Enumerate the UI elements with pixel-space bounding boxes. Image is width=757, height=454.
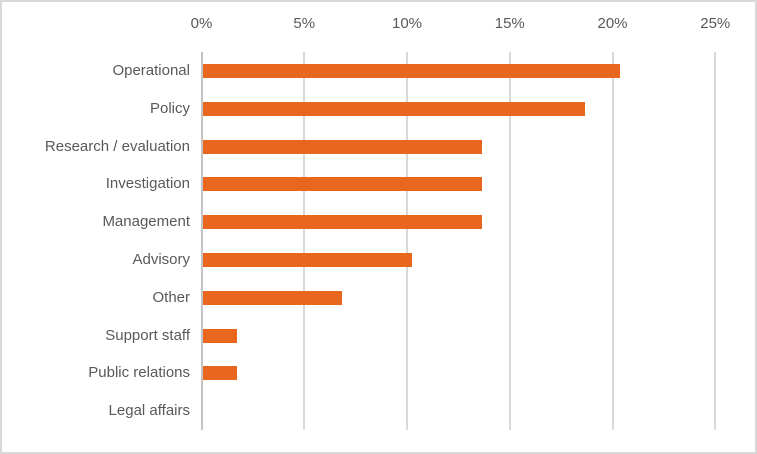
gridline bbox=[303, 52, 306, 430]
category-label-support-staff: Support staff bbox=[105, 326, 190, 344]
category-label-investigation: Investigation bbox=[105, 175, 190, 193]
category-label-management: Management bbox=[102, 213, 190, 231]
bar-policy bbox=[202, 101, 585, 116]
category-label-research-evaluation: Research / evaluation bbox=[44, 137, 190, 155]
category-label-public-relations: Public relations bbox=[88, 364, 190, 382]
x-axis-tick-label: 25% bbox=[700, 15, 731, 32]
x-axis-tick-label: 15% bbox=[494, 15, 525, 32]
category-label-other: Other bbox=[152, 288, 190, 306]
x-axis-tick-label: 5% bbox=[293, 15, 316, 32]
x-axis-tick-label: 20% bbox=[597, 15, 628, 32]
category-label-policy: Policy bbox=[149, 99, 190, 117]
value-axis-line bbox=[200, 52, 203, 430]
bar-advisory bbox=[202, 252, 413, 267]
gridline bbox=[406, 52, 408, 430]
category-label-operational: Operational bbox=[112, 61, 190, 79]
bar-investigation bbox=[202, 177, 482, 192]
bar-research-evaluation bbox=[202, 139, 482, 154]
gridline bbox=[714, 52, 717, 430]
bar-support-staff bbox=[202, 328, 238, 343]
bar-other bbox=[202, 290, 343, 305]
gridline bbox=[508, 52, 511, 430]
category-label-advisory: Advisory bbox=[132, 250, 190, 268]
x-axis-tick-label: 10% bbox=[391, 15, 423, 32]
x-axis-tick-label: 0% bbox=[190, 15, 213, 32]
bar-operational bbox=[202, 63, 620, 78]
bar-management bbox=[202, 215, 482, 230]
category-label-legal-affairs: Legal affairs bbox=[108, 402, 190, 420]
gridline bbox=[611, 52, 614, 430]
bar-public-relations bbox=[202, 366, 238, 381]
